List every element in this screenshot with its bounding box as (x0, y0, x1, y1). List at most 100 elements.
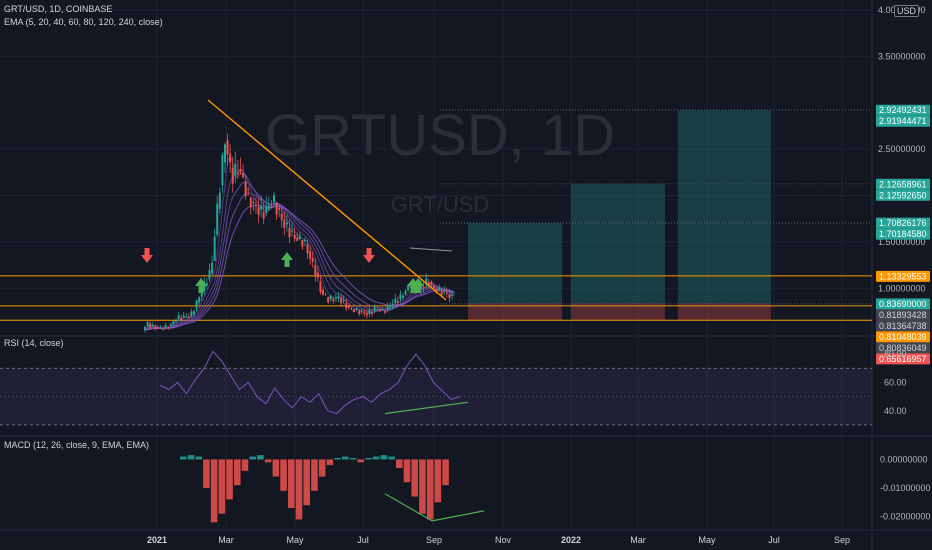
price-level-badge (876, 298, 930, 310)
candle-body (360, 311, 363, 313)
candle-body (254, 204, 257, 206)
up-arrow (415, 286, 421, 293)
macd-histogram-bar (372, 456, 380, 460)
candle-body (404, 290, 407, 295)
candle-body (257, 207, 260, 216)
macd-histogram-bar (357, 459, 364, 463)
price-level-badge (876, 309, 930, 321)
candle-body (252, 201, 255, 203)
down-arrow (366, 248, 372, 255)
ema-legend[interactable]: EMA (5, 20, 40, 60, 80, 120, 240, close) (4, 17, 166, 27)
rsi-axis-tick-label: 40.00 (884, 406, 907, 416)
ema-legend-text: EMA (5, 20, 40, 60, 80, 120, 240, close) (4, 17, 163, 27)
macd-legend[interactable]: MACD (12, 26, close, 9, EMA, EMA) (4, 440, 152, 450)
macd-histogram-bar (318, 459, 326, 477)
price-level-badge (876, 342, 930, 354)
candle-body (172, 321, 175, 325)
candle-body (144, 326, 146, 330)
rsi-legend[interactable]: RSI (14, close) (4, 338, 67, 348)
candle-body (319, 281, 322, 293)
time-axis-tick-label: Mar (630, 535, 646, 545)
price-level-badge (876, 353, 930, 365)
macd-histogram-bar (365, 458, 372, 460)
down-arrow (363, 255, 375, 263)
price-level-badge (876, 189, 930, 201)
stop-zone (468, 303, 562, 321)
candle-body (396, 301, 399, 303)
watermark-main: GRTUSD, 1D (265, 103, 615, 168)
candle-body (213, 236, 216, 262)
candle-body (376, 309, 379, 311)
candle-body (386, 305, 389, 310)
macd-histogram-bar (234, 459, 241, 486)
ema-line (144, 205, 455, 331)
candle-body (301, 239, 304, 247)
candle-body (440, 291, 443, 296)
candle-body (146, 322, 149, 327)
price-level-badge (876, 104, 930, 116)
watermark-sub: GRT/USD (391, 192, 490, 217)
candle-body (174, 320, 177, 322)
candle-body (314, 265, 317, 277)
candle-body (309, 251, 312, 259)
target-zone (468, 223, 562, 304)
candle-body (200, 292, 203, 297)
up-arrow (412, 278, 424, 286)
time-axis-tick-label: Mar (218, 535, 234, 545)
candle-body (283, 219, 286, 228)
macd-histogram-bar (326, 459, 334, 466)
macd-histogram-bar (311, 459, 318, 491)
candle-body (293, 234, 296, 240)
candle-body (420, 285, 423, 290)
price-level-label: 0.65616957 (879, 354, 927, 364)
time-axis-tick-label: 2021 (147, 535, 167, 545)
price-level-label: 0.80836049 (879, 343, 927, 353)
price-level-label: 0.81893428 (879, 310, 927, 320)
price-level-badge (876, 270, 930, 282)
macd-histogram-bar (180, 456, 187, 460)
candle-body (371, 312, 374, 314)
up-arrow (198, 286, 204, 293)
candle-body (242, 173, 245, 178)
candle-body (425, 278, 428, 285)
macd-histogram-bar (403, 459, 411, 483)
candle-body (185, 316, 188, 318)
candle-body (285, 222, 288, 225)
candle-body (373, 307, 376, 311)
time-axis-tick-label: Jul (357, 535, 369, 545)
macd-histogram-bar (218, 459, 226, 514)
macd-histogram-bar (388, 456, 395, 460)
candle-body (234, 164, 237, 176)
candle-body (451, 294, 454, 296)
macd-histogram-bar (434, 459, 442, 503)
rsi-axis-tick-label: 60.00 (884, 377, 907, 387)
macd-histogram-bar (210, 459, 218, 523)
candle-body (291, 230, 294, 232)
candle-body (365, 313, 368, 316)
macd-histogram-bar (203, 459, 210, 488)
candle-body (223, 144, 226, 163)
price-axis-tick-label: 3.50000000 (878, 51, 926, 61)
price-level-label: 2.92492431 (879, 105, 927, 115)
macd-histogram-bar (241, 459, 249, 471)
time-axis-tick-label: Sep (834, 535, 850, 545)
candle-body (422, 287, 425, 289)
currency-badge[interactable]: USD (894, 5, 920, 17)
candle-body (226, 139, 229, 155)
candle-body (407, 284, 410, 291)
candle-body (445, 292, 448, 294)
candle-body (347, 305, 350, 308)
candle-body (218, 192, 221, 209)
candle-body (273, 195, 275, 203)
down-arrow (141, 255, 153, 263)
stop-zone (678, 303, 771, 321)
macd-histogram-bar (187, 455, 195, 460)
macd-histogram-bar (280, 459, 287, 491)
symbol-text[interactable]: GRT/USD, 1D, COINBASE (4, 4, 113, 14)
symbol-legend: GRT/USD, 1D, COINBASE (4, 4, 115, 14)
rsi-axis-tick-label: 80.00 (884, 349, 907, 359)
macd-histogram-bar (249, 456, 256, 460)
candle-body (432, 285, 435, 288)
time-axis-tick-label: Nov (495, 535, 512, 545)
